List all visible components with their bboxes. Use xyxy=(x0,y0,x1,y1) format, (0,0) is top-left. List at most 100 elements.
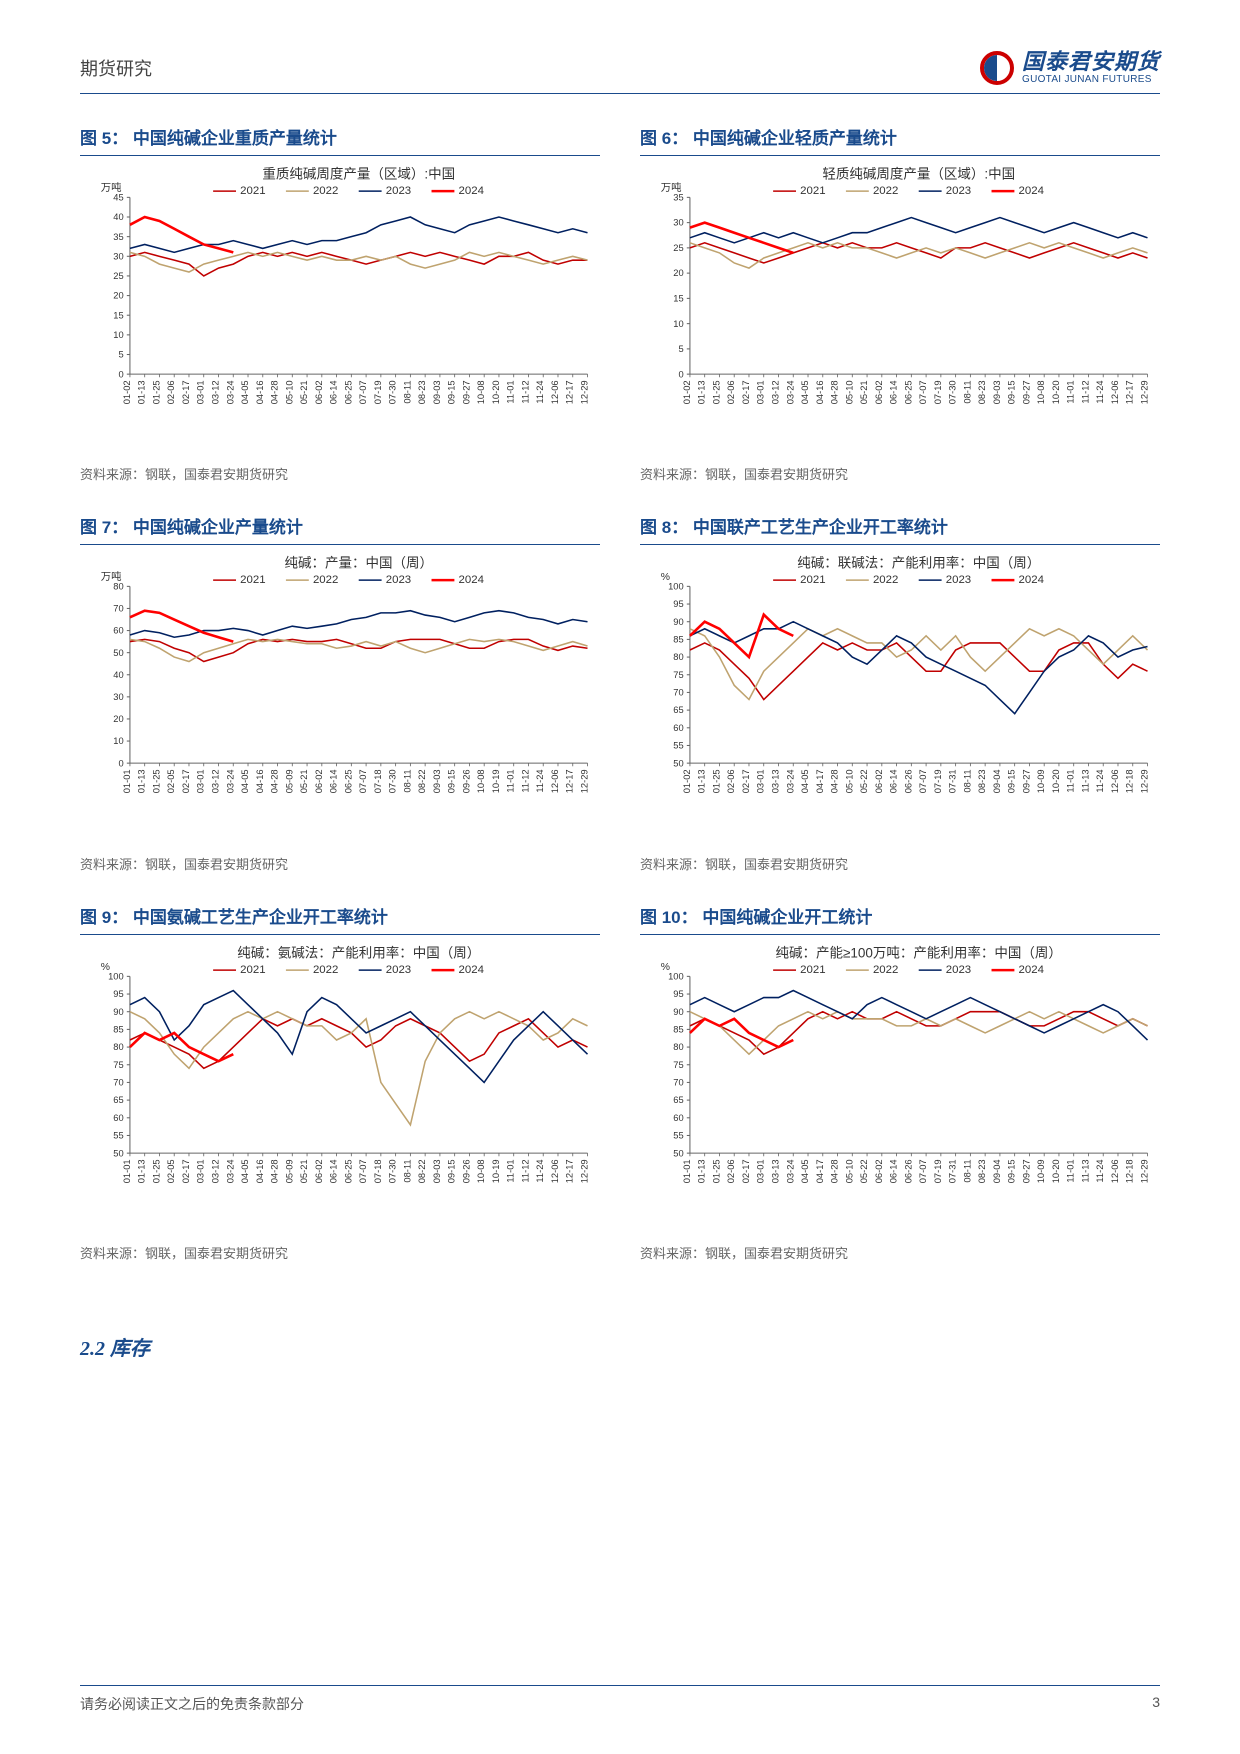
svg-text:01-13: 01-13 xyxy=(697,770,707,794)
svg-text:85: 85 xyxy=(673,1024,683,1034)
chart-source: 资料来源：钢联，国泰君安期货研究 xyxy=(80,854,600,873)
svg-text:02-17: 02-17 xyxy=(181,381,191,405)
svg-text:12-18: 12-18 xyxy=(1125,1159,1135,1183)
svg-text:04-16: 04-16 xyxy=(255,770,265,794)
fig-label: 图 7： xyxy=(80,518,128,537)
svg-text:04-16: 04-16 xyxy=(255,381,265,405)
svg-text:85: 85 xyxy=(673,635,683,645)
section-heading: 2.2 库存 xyxy=(80,1332,1160,1361)
svg-text:09-27: 09-27 xyxy=(1021,770,1031,794)
svg-text:30: 30 xyxy=(673,218,683,228)
svg-text:07-30: 07-30 xyxy=(948,381,958,405)
svg-text:80: 80 xyxy=(113,1042,123,1052)
svg-text:2024: 2024 xyxy=(1019,185,1045,197)
chart-source: 资料来源：钢联，国泰君安期货研究 xyxy=(80,1243,600,1262)
svg-text:12-06: 12-06 xyxy=(550,381,560,405)
svg-text:2023: 2023 xyxy=(386,964,411,976)
svg-text:01-25: 01-25 xyxy=(711,1159,721,1183)
chart-10: 图 10： 中国纯碱企业开工统计 纯碱：产能≥100万吨：产能利用率：中国（周）… xyxy=(640,903,1160,1262)
svg-text:03-01: 03-01 xyxy=(196,770,206,794)
svg-text:06-25: 06-25 xyxy=(903,381,913,405)
svg-text:02-17: 02-17 xyxy=(741,381,751,405)
page-footer: 请务必阅读正文之后的免责条款部分 3 xyxy=(80,1685,1160,1714)
svg-text:05-10: 05-10 xyxy=(844,1159,854,1183)
fig-label: 图 5： xyxy=(80,129,128,148)
svg-text:03-24: 03-24 xyxy=(225,1159,235,1183)
svg-text:纯碱：联碱法：产能利用率：中国（周）: 纯碱：联碱法：产能利用率：中国（周） xyxy=(797,555,1040,571)
svg-text:2022: 2022 xyxy=(313,964,338,976)
svg-text:02-17: 02-17 xyxy=(181,1159,191,1183)
svg-text:04-17: 04-17 xyxy=(815,1159,825,1183)
svg-text:60: 60 xyxy=(673,1112,683,1122)
chart-source: 资料来源：钢联，国泰君安期货研究 xyxy=(640,1243,1160,1262)
svg-text:90: 90 xyxy=(113,1006,123,1016)
svg-text:11-24: 11-24 xyxy=(535,1159,545,1182)
svg-text:12-17: 12-17 xyxy=(565,381,575,405)
svg-text:04-28: 04-28 xyxy=(830,1159,840,1183)
svg-text:05-09: 05-09 xyxy=(284,770,294,794)
svg-text:0: 0 xyxy=(118,369,123,379)
svg-text:60: 60 xyxy=(113,626,123,636)
fig-label: 图 10： xyxy=(640,908,698,927)
svg-text:08-22: 08-22 xyxy=(417,770,427,794)
svg-text:80: 80 xyxy=(673,653,683,663)
svg-text:25: 25 xyxy=(113,271,123,281)
svg-text:75: 75 xyxy=(673,670,683,680)
svg-text:0: 0 xyxy=(118,759,123,769)
svg-text:01-13: 01-13 xyxy=(697,1159,707,1183)
svg-text:35: 35 xyxy=(673,193,683,203)
svg-text:08-23: 08-23 xyxy=(977,381,987,405)
svg-text:2022: 2022 xyxy=(873,964,898,976)
svg-text:09-04: 09-04 xyxy=(992,770,1002,794)
svg-text:2022: 2022 xyxy=(873,185,898,197)
svg-text:02-17: 02-17 xyxy=(741,770,751,794)
svg-text:03-13: 03-13 xyxy=(770,1159,780,1183)
svg-text:10-19: 10-19 xyxy=(491,770,501,794)
chart-6: 图 6： 中国纯碱企业轻质产量统计 轻质纯碱周度产量（区域）:中国万吨05101… xyxy=(640,124,1160,483)
svg-text:09-15: 09-15 xyxy=(1007,381,1017,405)
svg-text:04-05: 04-05 xyxy=(800,1159,810,1183)
svg-text:06-26: 06-26 xyxy=(903,770,913,794)
svg-text:09-27: 09-27 xyxy=(461,381,471,405)
svg-text:11-24: 11-24 xyxy=(1095,381,1105,404)
header-title: 期货研究 xyxy=(80,55,152,81)
chart-7: 图 7： 中国纯碱企业产量统计 纯碱：产量：中国（周）万吨01020304050… xyxy=(80,513,600,872)
svg-text:重质纯碱周度产量（区域）:中国: 重质纯碱周度产量（区域）:中国 xyxy=(262,167,455,182)
svg-text:10-08: 10-08 xyxy=(476,381,486,405)
chart-grid: 图 5： 中国纯碱企业重质产量统计 重质纯碱周度产量（区域）:中国万吨05101… xyxy=(80,124,1160,1262)
svg-text:100: 100 xyxy=(668,971,684,981)
svg-text:2023: 2023 xyxy=(946,185,971,197)
svg-text:06-25: 06-25 xyxy=(343,770,353,794)
logo-cn: 国泰君安期货 xyxy=(1022,50,1160,74)
svg-text:09-26: 09-26 xyxy=(461,770,471,794)
svg-text:05-22: 05-22 xyxy=(859,770,869,794)
svg-text:10: 10 xyxy=(673,319,683,329)
page-number: 3 xyxy=(1152,1694,1160,1714)
svg-text:02-06: 02-06 xyxy=(166,381,176,405)
svg-text:04-16: 04-16 xyxy=(255,1159,265,1183)
svg-text:11-12: 11-12 xyxy=(520,381,530,404)
svg-text:10-09: 10-09 xyxy=(1036,1159,1046,1183)
svg-text:11-01: 11-01 xyxy=(1066,770,1076,793)
svg-text:04-05: 04-05 xyxy=(800,770,810,794)
svg-text:09-15: 09-15 xyxy=(447,770,457,794)
svg-text:50: 50 xyxy=(673,759,683,769)
page-header: 期货研究 国泰君安期货 GUOTAI JUNAN FUTURES xyxy=(80,50,1160,94)
svg-text:30: 30 xyxy=(113,252,123,262)
svg-text:2022: 2022 xyxy=(313,575,338,587)
svg-text:06-14: 06-14 xyxy=(889,770,899,794)
svg-text:20: 20 xyxy=(113,291,123,301)
svg-text:5: 5 xyxy=(118,350,123,360)
svg-text:10-20: 10-20 xyxy=(1051,381,1061,405)
logo-icon xyxy=(980,51,1014,85)
svg-text:65: 65 xyxy=(113,1095,123,1105)
svg-text:80: 80 xyxy=(673,1042,683,1052)
svg-text:09-03: 09-03 xyxy=(992,381,1002,405)
svg-text:11-13: 11-13 xyxy=(1080,1159,1090,1182)
svg-text:04-05: 04-05 xyxy=(240,1159,250,1183)
svg-text:10-08: 10-08 xyxy=(1036,381,1046,405)
svg-text:55: 55 xyxy=(673,1130,683,1140)
svg-text:05-21: 05-21 xyxy=(299,381,309,405)
svg-text:2023: 2023 xyxy=(946,964,971,976)
svg-text:12-17: 12-17 xyxy=(1125,381,1135,405)
